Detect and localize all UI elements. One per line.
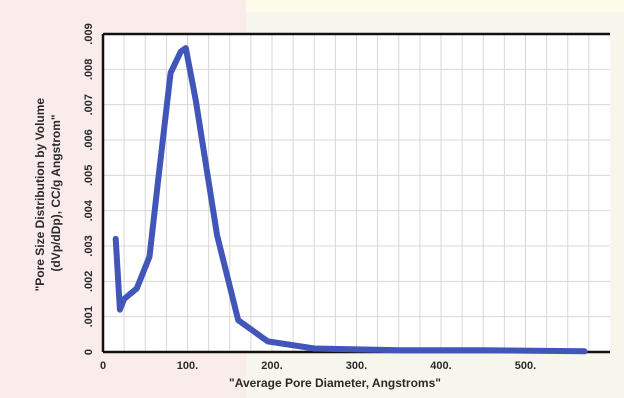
- y-tick-label: .003: [83, 235, 95, 256]
- y-tick-label: .005: [83, 165, 95, 186]
- tick-labels: 0 100. 200. 300. 400. 500. 0 .001 .002 .003 .004 .0…: [83, 23, 536, 372]
- x-tick-label: 100.: [177, 360, 198, 372]
- series-line: [112, 45, 588, 355]
- x-axis-label: "Average Pore Diameter, Angstroms": [229, 376, 441, 390]
- y-tick-label: .006: [83, 129, 95, 150]
- y-tick-label: .001: [83, 306, 95, 327]
- y-axis-label-line-2: (dVp/dDp), CC/g Angstrom": [49, 114, 63, 271]
- y-tick-label: .004: [83, 199, 95, 221]
- x-tick-label: 500.: [515, 360, 536, 372]
- x-tick-label: 200.: [261, 360, 282, 372]
- backdrop-cream: [246, 0, 624, 12]
- y-axis-label-line-1: "Pore Size Distribution by Volume: [33, 98, 47, 292]
- y-tick-label: .002: [83, 271, 95, 292]
- y-tick-label: 0: [83, 349, 95, 355]
- y-tick-label: .009: [83, 23, 95, 44]
- x-tick-label: 300.: [346, 360, 367, 372]
- y-tick-label: .007: [83, 94, 95, 115]
- x-tick-label: 0: [100, 360, 106, 372]
- x-tick-label: 400.: [430, 360, 451, 372]
- y-axis-label: "Pore Size Distribution by Volume (dVp/d…: [33, 95, 63, 292]
- series-layer: [112, 45, 588, 355]
- y-tick-label: .008: [83, 59, 95, 80]
